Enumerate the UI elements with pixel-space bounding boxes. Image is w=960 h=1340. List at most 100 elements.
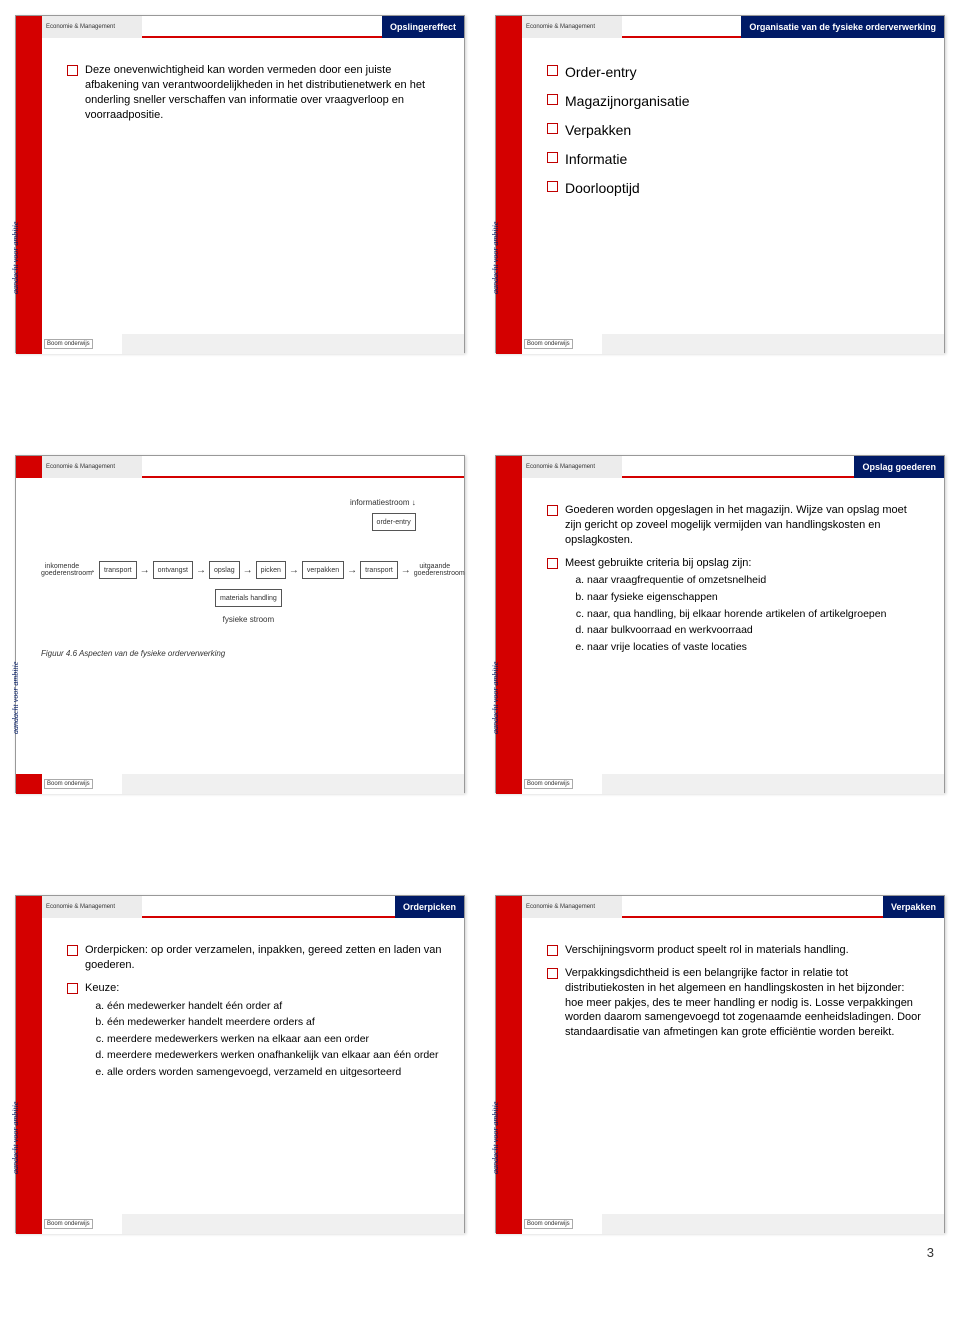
arrow-icon: → <box>289 565 299 576</box>
sub-item: alle orders worden samengevoegd, verzame… <box>107 1066 444 1080</box>
header-rule <box>142 16 382 38</box>
brand-logo: Economie & Management <box>42 456 142 478</box>
slide-header: Economie & Management Verpakken <box>496 896 944 918</box>
side-script: aandacht voor ambitie <box>11 662 20 734</box>
brand-logo: Economie & Management <box>42 896 142 918</box>
slide-body: aandacht voor ambitie informatiestroom ↓… <box>16 478 464 774</box>
sub-item: één medewerker handelt meerdere orders a… <box>107 1016 444 1030</box>
bullet-item: Meest gebruikte criteria bij opslag zijn… <box>547 556 924 655</box>
bullet-item: Verpakkingsdichtheid is een belangrijke … <box>547 966 924 1040</box>
footer-brand-text: Boom onderwijs <box>44 1219 93 1229</box>
bullet-item: Keuze: één medewerker handelt één order … <box>67 981 444 1080</box>
bullet-item: Magazijnorganisatie <box>547 92 924 111</box>
sub-item: één medewerker handelt één order af <box>107 1000 444 1014</box>
brand-logo-text: Economie & Management <box>46 464 115 470</box>
slide-body: aandacht voor ambitie Verschijningsvorm … <box>496 918 944 1214</box>
footer-accent <box>16 334 42 354</box>
header-rule <box>622 16 741 38</box>
footer-accent <box>16 774 42 794</box>
side-script: aandacht voor ambitie <box>491 222 500 294</box>
footer-accent <box>496 774 522 794</box>
brand-logo-text: Economie & Management <box>46 904 115 910</box>
bullet-item: Order-entry <box>547 63 924 82</box>
footer-accent <box>496 1214 522 1234</box>
slide-title: Organisatie van de fysieke orderverwerki… <box>741 16 944 38</box>
slide-title: Orderpicken <box>395 896 464 918</box>
header-accent <box>496 16 522 38</box>
bullet-item: Verpakken <box>547 121 924 140</box>
bullet-item: Deze onevenwichtigheid kan worden vermed… <box>67 63 444 122</box>
footer-fill <box>602 1214 944 1234</box>
slide-body: aandacht voor ambitie Order-entry Magazi… <box>496 38 944 334</box>
info-flow-label: informatiestroom ↓ <box>41 498 416 507</box>
page-number: 3 <box>927 1245 934 1260</box>
flow-box: transport <box>99 561 137 579</box>
header-rule <box>142 896 395 918</box>
slide-footer: Boom onderwijs <box>496 1214 944 1234</box>
slide-content: Orderpicken: op order verzamelen, inpakk… <box>42 918 464 1214</box>
header-rule <box>622 456 854 478</box>
bullet-text: Meest gebruikte criteria bij opslag zijn… <box>565 557 751 569</box>
arrow-icon: → <box>401 565 411 576</box>
bullet-item: Informatie <box>547 150 924 169</box>
footer-fill <box>122 334 464 354</box>
slide-title: Opslag goederen <box>854 456 944 478</box>
footer-brand-text: Boom onderwijs <box>44 339 93 349</box>
sub-list: één medewerker handelt één order af één … <box>85 1000 444 1080</box>
header-rule <box>622 896 883 918</box>
side-strip: aandacht voor ambitie <box>496 918 522 1214</box>
arrow-icon: → <box>86 565 96 576</box>
flow-box: opslag <box>209 561 240 579</box>
side-strip: aandacht voor ambitie <box>496 478 522 774</box>
footer-fill <box>602 334 944 354</box>
header-accent <box>16 456 42 478</box>
header-accent <box>496 456 522 478</box>
slide-orderpicken: Economie & Management Orderpicken aandac… <box>15 895 465 1233</box>
sub-list: naar vraagfrequentie of omzetsnelheid na… <box>565 574 924 654</box>
slide-body: aandacht voor ambitie Orderpicken: op or… <box>16 918 464 1214</box>
bullet-list: Goederen worden opgeslagen in het magazi… <box>547 503 924 655</box>
footer-fill <box>122 1214 464 1234</box>
slide-content: Order-entry Magazijnorganisatie Verpakke… <box>522 38 944 334</box>
slide-header: Economie & Management Opslag goederen <box>496 456 944 478</box>
figure-caption: Figuur 4.6 Aspecten van de fysieke order… <box>41 649 456 658</box>
bullet-list: Orderpicken: op order verzamelen, inpakk… <box>67 943 444 1080</box>
flow-box: transport <box>360 561 398 579</box>
slide-header: Economie & Management Opslingereffect <box>16 16 464 38</box>
slide-footer: Boom onderwijs <box>16 1214 464 1234</box>
header-accent <box>16 16 42 38</box>
slide-footer: Boom onderwijs <box>16 334 464 354</box>
footer-brand-text: Boom onderwijs <box>524 779 573 789</box>
brand-logo-text: Economie & Management <box>46 24 115 30</box>
slide-content: Deze onevenwichtigheid kan worden vermed… <box>42 38 464 334</box>
flow-box: picken <box>256 561 286 579</box>
footer-fill <box>602 774 944 794</box>
header-accent <box>496 896 522 918</box>
sub-item: naar vrije locaties of vaste locaties <box>587 641 924 655</box>
slide-header: Economie & Management <box>16 456 464 478</box>
slide-content: Verschijningsvorm product speelt rol in … <box>522 918 944 1214</box>
bullet-item: Goederen worden opgeslagen in het magazi… <box>547 503 924 548</box>
footer-brand: Boom onderwijs <box>522 1214 602 1234</box>
slide-opslingereffect: Economie & Management Opslingereffect aa… <box>15 15 465 353</box>
footer-brand-text: Boom onderwijs <box>524 1219 573 1229</box>
arrow-icon: → <box>347 565 357 576</box>
sub-item: meerdere medewerkers werken na elkaar aa… <box>107 1033 444 1047</box>
outflow-label: uitgaande goederenstroom <box>414 563 456 577</box>
slide-footer: Boom onderwijs <box>496 774 944 794</box>
side-strip: aandacht voor ambitie <box>16 918 42 1214</box>
sub-item: naar fysieke eigenschappen <box>587 591 924 605</box>
materials-row: materials handling <box>41 589 456 607</box>
flow-box: ontvangst <box>153 561 193 579</box>
page: Economie & Management Opslingereffect aa… <box>15 15 945 1325</box>
slide-footer: Boom onderwijs <box>496 334 944 354</box>
footer-brand: Boom onderwijs <box>42 1214 122 1234</box>
brand-logo: Economie & Management <box>522 16 622 38</box>
slide-header: Economie & Management Organisatie van de… <box>496 16 944 38</box>
bullet-list: Verschijningsvorm product speelt rol in … <box>547 943 924 1040</box>
footer-brand: Boom onderwijs <box>522 334 602 354</box>
flow-box: verpakken <box>302 561 344 579</box>
side-script: aandacht voor ambitie <box>491 1102 500 1174</box>
arrow-icon: → <box>140 565 150 576</box>
sub-item: naar, qua handling, bij elkaar horende a… <box>587 608 924 622</box>
